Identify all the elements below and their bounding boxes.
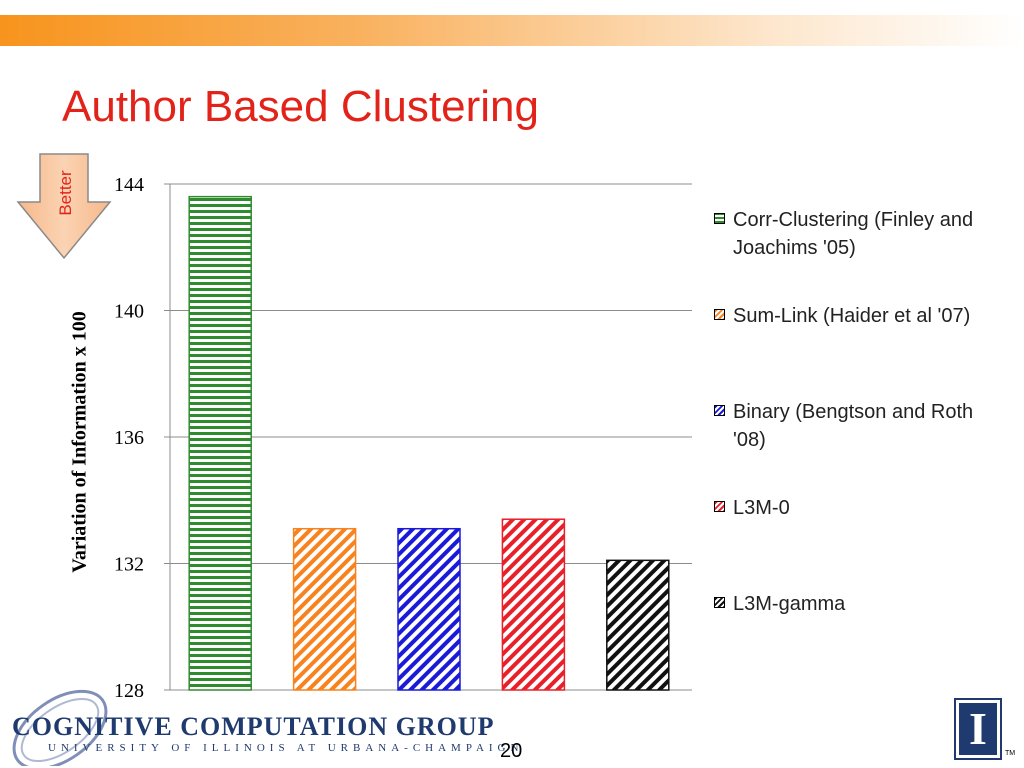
slide-title: Author Based Clustering — [62, 82, 539, 131]
legend-swatch — [714, 501, 725, 512]
y-tick-label: 136 — [114, 427, 144, 449]
bar-3 — [397, 527, 461, 691]
legend-swatch — [714, 309, 725, 320]
logo-text: COGNITIVE COMPUTATION GROUP — [12, 712, 495, 741]
legend-label: L3M-gamma — [733, 593, 846, 615]
y-tick-label: 128 — [114, 680, 144, 700]
legend-label: Binary (Bengtson and Roth '08) — [733, 401, 974, 451]
bar-1 — [188, 195, 252, 691]
legend-swatch — [714, 213, 725, 224]
legend-label: Sum-Link (Haider et al '07) — [733, 305, 971, 327]
legend-swatch — [714, 597, 725, 608]
legend-swatch — [714, 405, 725, 416]
bar-5 — [606, 559, 670, 691]
better-down-arrow-icon — [16, 153, 112, 260]
y-tick-label: 140 — [114, 301, 144, 323]
bar-2 — [292, 527, 357, 691]
cognitive-computation-group-logo — [12, 689, 108, 766]
title-accent-bar — [0, 15, 1024, 46]
trademark-mark: TM — [1005, 750, 1016, 757]
y-tick-label: 132 — [114, 554, 144, 576]
legend-label: L3M-0 — [733, 497, 790, 519]
bar-4 — [501, 518, 566, 691]
university-logo: I — [954, 698, 1002, 760]
legend-label: Corr-Clustering (Finley and Joachims '05… — [733, 209, 974, 259]
logo-subtext: UNIVERSITY OF ILLINOIS AT URBANA-CHAMPAI… — [48, 742, 524, 754]
page-number: 20 — [500, 740, 523, 762]
y-tick-label: 144 — [114, 174, 144, 196]
bar-chart: 128 132 136 140 144 — [114, 174, 692, 700]
university-mark: I — [969, 703, 987, 754]
